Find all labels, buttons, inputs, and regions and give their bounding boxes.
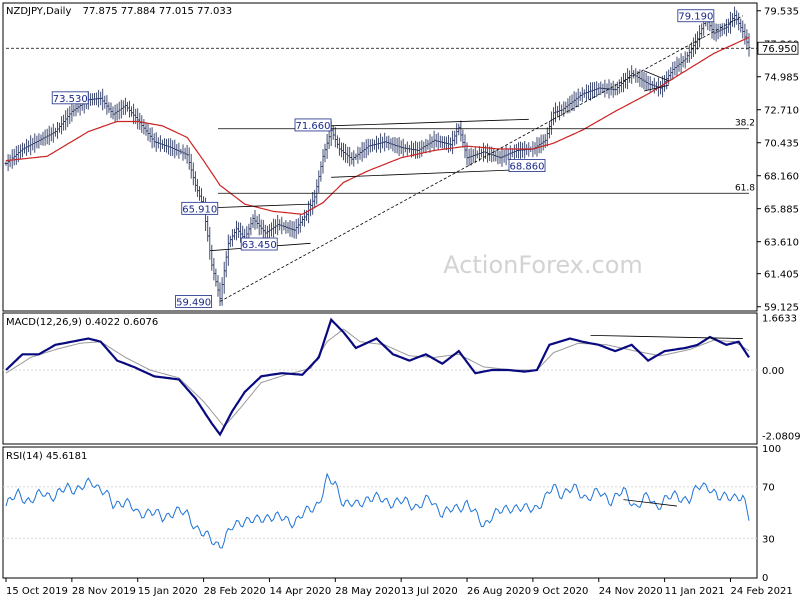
current-price-label: 76.950	[762, 44, 797, 55]
x-tick-label: 9 Oct 2020	[533, 586, 588, 597]
macd-y-tick-label: -2.0809	[762, 431, 800, 442]
moving-average-line	[5, 36, 750, 215]
x-tick-label: 14 Apr 2020	[269, 586, 331, 597]
rsi-pane-frame	[2, 446, 758, 579]
x-tick-label: 26 Aug 2020	[467, 586, 531, 597]
macd-y-tick-label: 0.00	[762, 366, 784, 377]
callout-label: 71.660	[296, 121, 331, 132]
pattern-line	[643, 70, 669, 82]
rsi-y-tick-label: 100	[762, 444, 781, 455]
price-y-tick-label: 72.710	[764, 106, 799, 117]
trend-channel-line	[219, 15, 744, 302]
price-y-tick-label: 79.535	[764, 7, 799, 18]
rsi-y-tick-label: 70	[762, 483, 775, 494]
callout-label: 59.490	[176, 297, 211, 308]
rsi-y-tick-label: 30	[762, 534, 775, 545]
pattern-line	[331, 168, 529, 178]
callout-label: 79.190	[678, 12, 713, 23]
macd-trend-line	[590, 334, 743, 339]
macd-y-tick-label: 1.6633	[762, 314, 797, 325]
price-y-tick-label: 74.985	[764, 73, 799, 84]
rsi-trend-line	[623, 499, 678, 507]
x-tick-label: 28 May 2020	[335, 586, 400, 597]
macd-line	[5, 317, 750, 437]
watermark: ActionForex.com	[443, 251, 643, 279]
fib-level-label: 38.2	[735, 119, 755, 129]
x-tick-label: 15 Oct 2019	[6, 586, 68, 597]
x-tick-label: 15 Jan 2020	[138, 586, 198, 597]
callout-box	[181, 201, 219, 215]
price-y-tick-label: 68.160	[764, 172, 799, 183]
macd-signal-line	[5, 328, 750, 428]
price-pane-frame	[2, 2, 758, 312]
price-y-tick-label: 59.125	[764, 303, 799, 314]
callout-label: 68.860	[510, 162, 545, 173]
rsi-line	[5, 472, 750, 549]
x-tick-label: 24 Feb 2021	[730, 586, 792, 597]
rsi-y-tick-label: 0	[762, 573, 768, 584]
price-bar	[747, 33, 751, 57]
axis-layer: 79.53577.26074.98572.71070.43568.16065.8…	[5, 7, 800, 597]
macd-layer	[3, 317, 757, 437]
callout-box	[240, 237, 278, 251]
x-tick-label: 13 Jul 2020	[401, 586, 458, 597]
callout-box	[175, 295, 212, 308]
callout-box	[677, 9, 715, 23]
ohlc-label: 77.875 77.884 77.015 77.033	[83, 6, 233, 17]
pattern-line	[331, 118, 529, 127]
pattern-line	[643, 84, 669, 92]
callout-box	[51, 91, 89, 105]
x-tick-label: 28 Feb 2020	[204, 586, 266, 597]
callout-box	[508, 159, 546, 172]
pattern-line	[211, 203, 311, 209]
price-y-tick-label: 70.435	[764, 139, 799, 150]
price-y-tick-label: 61.405	[764, 270, 799, 281]
price-y-tick-label: 65.885	[764, 205, 799, 216]
price-layer: 38.2 61.8 73.530 71.660 65.910 63.450 59.490 68…	[4, 6, 757, 308]
callout-label: 65.910	[182, 204, 217, 215]
symbol-title: NZDJPY,Daily 77.875 77.884 77.015 77.033	[6, 6, 232, 17]
rsi-title: RSI(14) 45.6181	[6, 451, 87, 462]
symbol-label: NZDJPY,Daily	[6, 6, 71, 17]
x-tick-label: 24 Nov 2020	[599, 586, 663, 597]
callout-box	[294, 118, 332, 132]
x-tick-label: 28 Nov 2019	[72, 586, 136, 597]
fib-level-label: 61.8	[735, 183, 755, 193]
rsi-layer	[3, 472, 757, 549]
macd-pane-frame	[2, 312, 758, 445]
current-price-box	[757, 41, 799, 55]
price-y-tick-label: 63.610	[764, 238, 799, 249]
callout-label: 63.450	[242, 240, 277, 251]
x-tick-label: 11 Jan 2021	[665, 586, 725, 597]
macd-title: MACD(12,26,9) 0.4022 0.6076	[6, 317, 158, 328]
callout-label: 73.530	[53, 94, 88, 105]
